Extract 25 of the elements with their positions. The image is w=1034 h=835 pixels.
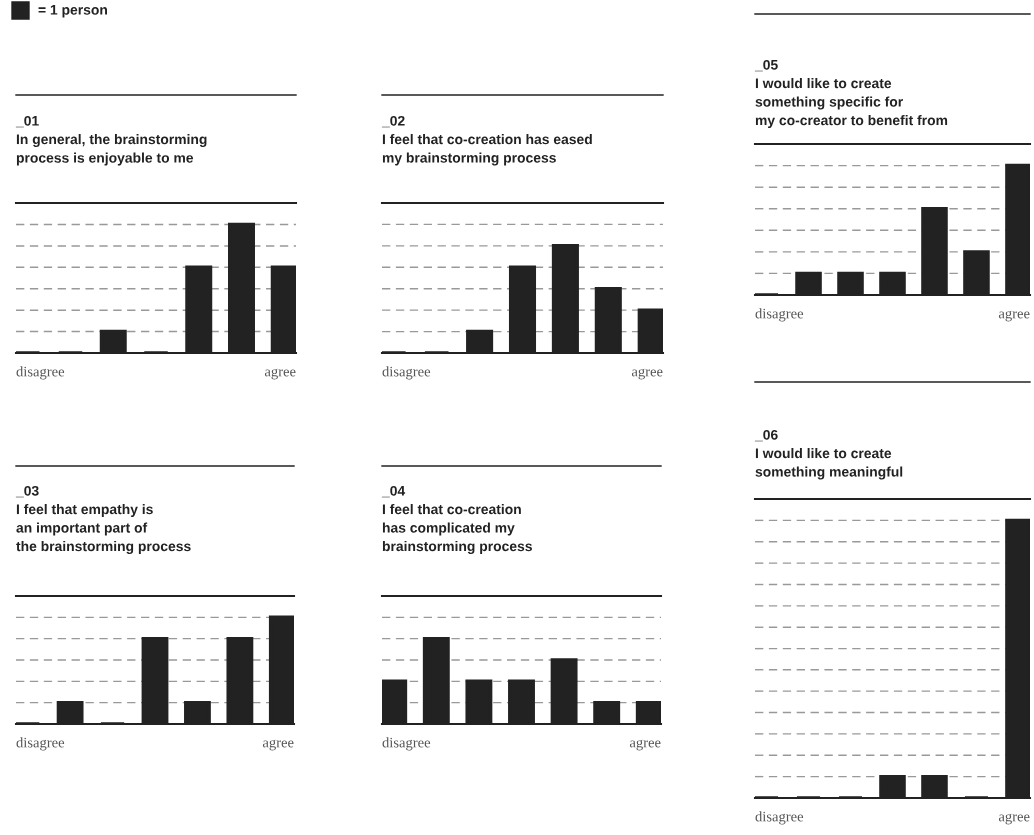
x-tick-label: disagree <box>755 811 804 825</box>
x-tick-label: disagree <box>755 308 804 322</box>
x-tick-label: agree <box>262 739 294 751</box>
chart-subtitle: I feel that co-creation has eased my brainstorming process <box>382 134 592 166</box>
text: = 1 person <box>38 5 107 18</box>
x-tick-label: agree <box>629 739 661 751</box>
chart-title: _05 <box>754 59 778 72</box>
x-tick-label: agree <box>631 368 663 380</box>
x-tick-label: agree <box>998 310 1030 322</box>
chart-subtitle: In general, the brainstorming process is enjoyable to me <box>16 134 207 166</box>
chart-title: _01 <box>15 115 39 128</box>
x-tick-label: disagree <box>16 366 65 380</box>
chart-title: _02 <box>381 115 405 128</box>
chart-title: _06 <box>754 429 778 442</box>
x-tick-label: disagree <box>382 366 431 380</box>
chart-subtitle: I would like to create something specific for my co-creator to benefit from <box>755 78 948 128</box>
x-tick-label: agree <box>264 368 296 380</box>
chart-title: _03 <box>15 485 39 498</box>
chart-subtitle: I would like to create something meaningful <box>755 448 903 480</box>
x-tick-label: disagree <box>16 737 65 751</box>
x-tick-label: agree <box>998 813 1030 825</box>
chart-subtitle: I feel that empathy is an important part of the brainstorming process <box>16 504 191 554</box>
x-tick-label: disagree <box>382 737 431 751</box>
chart-subtitle: I feel that co-creation has complicated my brainstorming process <box>382 504 532 554</box>
chart-title: _04 <box>381 485 406 498</box>
